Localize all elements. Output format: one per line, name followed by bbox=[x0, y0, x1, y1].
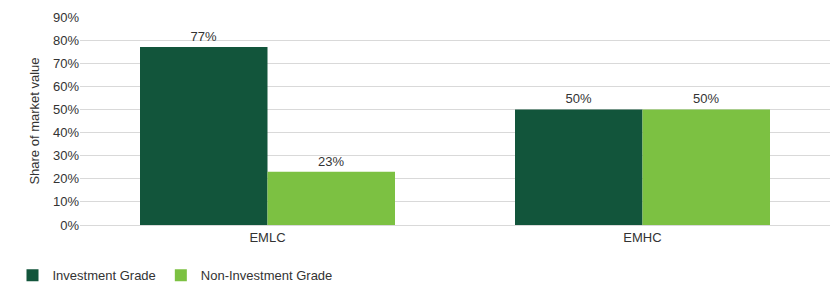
svg-text:30%: 30% bbox=[53, 148, 79, 163]
svg-text:EMHC: EMHC bbox=[623, 230, 661, 245]
svg-text:40%: 40% bbox=[53, 125, 79, 140]
svg-text:90%: 90% bbox=[53, 10, 79, 25]
svg-text:0%: 0% bbox=[60, 218, 79, 233]
svg-text:EMLC: EMLC bbox=[249, 230, 285, 245]
svg-text:Investment Grade: Investment Grade bbox=[53, 268, 156, 283]
svg-text:50%: 50% bbox=[53, 102, 79, 117]
svg-text:Non-Investment Grade: Non-Investment Grade bbox=[201, 268, 333, 283]
svg-text:20%: 20% bbox=[53, 171, 79, 186]
svg-text:77%: 77% bbox=[191, 29, 217, 44]
svg-text:Share of market value: Share of market value bbox=[27, 57, 42, 184]
svg-text:10%: 10% bbox=[53, 194, 79, 209]
svg-text:50%: 50% bbox=[566, 91, 592, 106]
svg-text:70%: 70% bbox=[53, 56, 79, 71]
svg-text:23%: 23% bbox=[318, 154, 344, 169]
svg-text:80%: 80% bbox=[53, 33, 79, 48]
svg-text:60%: 60% bbox=[53, 79, 79, 94]
svg-text:50%: 50% bbox=[693, 91, 719, 106]
